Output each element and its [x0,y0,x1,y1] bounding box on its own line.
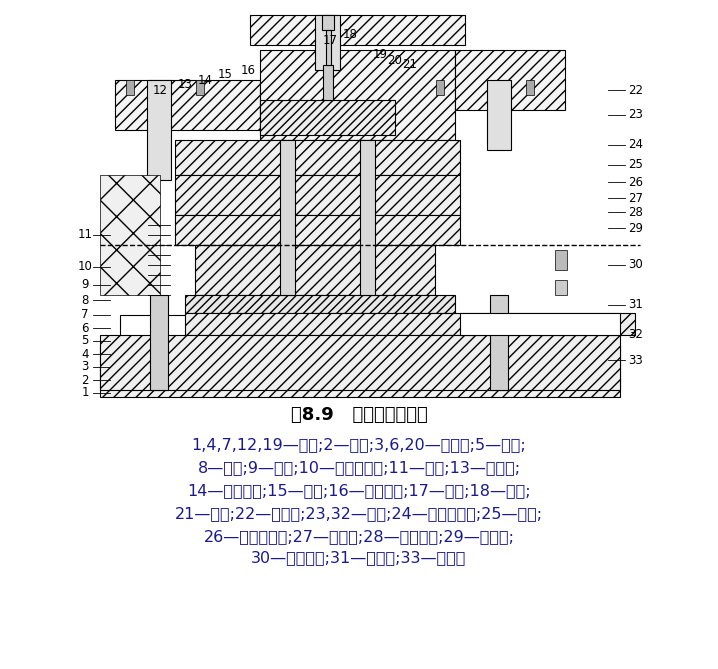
Bar [455,50,565,110]
Text: 30: 30 [628,258,643,272]
Text: 3: 3 [81,361,89,373]
Text: 1: 1 [81,387,89,399]
Text: 14—冲孔凸模;15—推板;16—连接推杆;17—打杆;18—模柄;: 14—冲孔凸模;15—推板;16—连接推杆;17—打杆;18—模柄; [187,484,531,498]
Text: 9: 9 [81,278,89,292]
Bar [195,245,435,295]
Text: 24: 24 [628,138,643,151]
Bar [436,80,444,95]
Text: 7: 7 [81,308,89,322]
Text: 16: 16 [241,64,256,76]
Text: 17: 17 [322,33,337,47]
Bar [315,15,340,70]
Bar [185,313,635,335]
Bar [126,80,134,95]
Text: 11: 11 [78,229,93,242]
Text: 13: 13 [177,78,192,92]
Text: 15: 15 [218,68,233,82]
Text: 25: 25 [628,159,643,171]
Text: 28: 28 [628,205,643,219]
Text: 8: 8 [81,294,89,306]
Bar [150,295,168,390]
Bar [323,65,333,100]
Text: 4: 4 [81,347,89,361]
Bar [526,80,534,95]
Bar [100,175,160,295]
Bar [555,280,567,295]
Bar [487,80,511,150]
Bar [360,140,375,295]
Bar [147,80,171,180]
Bar [115,80,260,130]
Text: 32: 32 [628,328,643,341]
Text: 2: 2 [81,373,89,387]
Bar [460,313,620,335]
Text: 22: 22 [628,84,643,96]
Bar [100,335,620,390]
Bar [490,295,508,390]
Bar [555,250,567,270]
Bar [260,50,455,140]
Text: 5: 5 [81,334,89,347]
Bar [175,175,460,215]
Bar [175,140,460,175]
Text: 20: 20 [388,54,402,66]
Bar [100,345,620,397]
Text: 27: 27 [628,191,643,205]
Text: 21: 21 [403,58,417,72]
Bar [322,15,334,30]
Bar [185,295,455,313]
Bar [196,80,204,95]
Text: 14: 14 [197,74,213,86]
Text: 26—凸凹模镶件;27—卸料板;28—弹簧挡圈;29—凸凹模;: 26—凸凹模镶件;27—卸料板;28—弹簧挡圈;29—凸凹模; [203,529,515,545]
Bar [175,215,460,245]
Text: 12: 12 [152,84,167,96]
Text: 10: 10 [78,260,93,274]
Text: 1,4,7,12,19—螺钉;2—垫圈;3,6,20—圆柱销;5—衬套;: 1,4,7,12,19—螺钉;2—垫圈;3,6,20—圆柱销;5—衬套; [192,438,526,452]
Bar [250,15,465,45]
Text: 18: 18 [342,29,358,41]
Text: 31: 31 [628,298,643,312]
Text: 8—导柱;9—弹簧;10—钢球保持圈;11—导套;13—推件块;: 8—导柱;9—弹簧;10—钢球保持圈;11—导套;13—推件块; [197,460,521,476]
Text: 19: 19 [373,48,388,62]
Text: 26: 26 [628,175,643,189]
Bar [260,100,395,135]
Bar [120,315,600,345]
Text: 图8.9   磁极复合冲裁模: 图8.9 磁极复合冲裁模 [291,406,427,424]
Text: 23: 23 [628,108,643,122]
Text: 6: 6 [81,322,89,334]
Text: 21—衬套;22—上模座;23,32—垫板;24—凸模固定板;25—凹模;: 21—衬套;22—上模座;23,32—垫板;24—凸模固定板;25—凹模; [175,506,543,522]
Text: 29: 29 [628,221,643,235]
Bar [326,30,331,65]
Text: 30—卸料螺钉;31—固定板;33—下模座: 30—卸料螺钉;31—固定板;33—下模座 [251,551,467,565]
Bar [280,140,295,295]
Text: 33: 33 [628,353,643,367]
